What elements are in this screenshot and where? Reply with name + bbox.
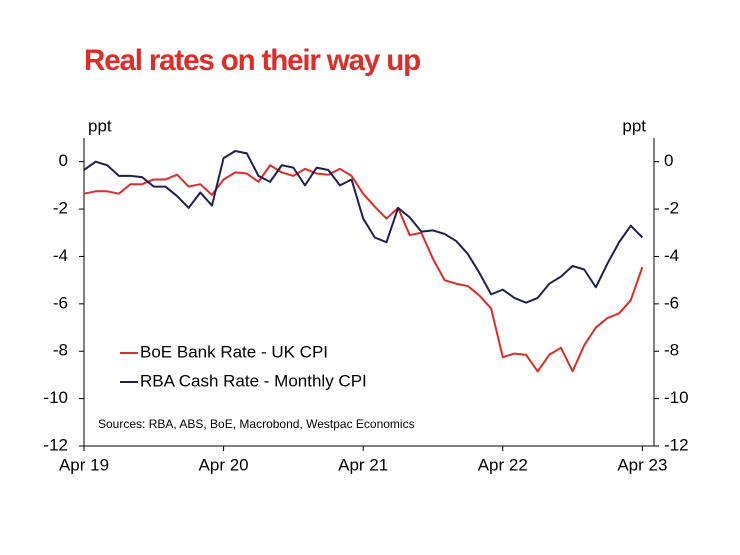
source-note: Sources: RBA, ABS, BoE, Macrobond, Westp…: [98, 417, 415, 431]
y2-tick-label: -12: [664, 435, 689, 454]
y-tick-label: -8: [53, 341, 68, 360]
x-tick-label: Apr 22: [478, 455, 528, 474]
y-tick-label: 0: [59, 151, 68, 170]
data-line: [83, 150, 644, 304]
x-tick-label: Apr 20: [199, 455, 249, 474]
legend-label: BoE Bank Rate - UK CPI: [140, 342, 328, 361]
y2-tick-label: 0: [664, 151, 673, 170]
y2-tick-label: -8: [664, 341, 679, 360]
y-tick-label: -2: [53, 199, 68, 218]
data-line: [83, 164, 644, 373]
y2-tick-label: -4: [664, 246, 679, 265]
x-tick-label: Apr 21: [338, 455, 388, 474]
y2-axis-label: ppt: [622, 116, 646, 135]
y2-tick-label: -6: [664, 293, 679, 312]
y-axis-label: ppt: [88, 116, 112, 135]
y-tick-label: -10: [43, 388, 68, 407]
y2-tick-label: -2: [664, 199, 679, 218]
y-tick-label: -6: [53, 293, 68, 312]
chart-title: Real rates on their way up: [84, 44, 421, 77]
y-tick-label: -4: [53, 246, 68, 265]
y-tick-label: -12: [43, 435, 68, 454]
y2-tick-label: -10: [664, 388, 689, 407]
legend-label: RBA Cash Rate - Monthly CPI: [140, 371, 367, 390]
x-tick-label: Apr 19: [59, 455, 109, 474]
x-tick-label: Apr 23: [617, 455, 667, 474]
